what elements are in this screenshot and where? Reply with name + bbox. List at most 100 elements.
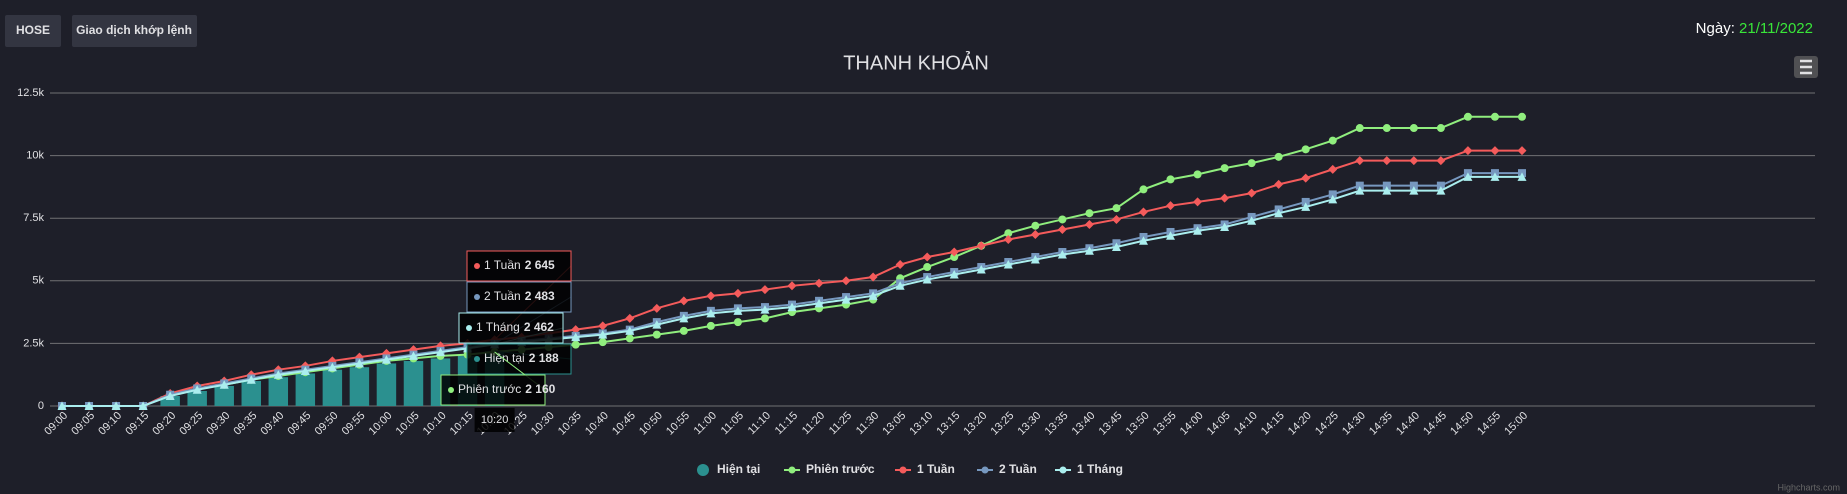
marker: [571, 325, 581, 335]
chart-title: THANH KHOẢN: [843, 51, 989, 74]
legend-symbol: [899, 466, 907, 474]
button-label[interactable]: HOSE: [16, 23, 50, 37]
x-tick-label: 13:25: [989, 410, 1017, 438]
marker: [598, 321, 608, 331]
x-tick-label: 09:10: [96, 410, 124, 438]
bar: [214, 385, 234, 406]
x-tick-label: 10:50: [637, 410, 665, 438]
button[interactable]: [72, 15, 197, 47]
legend-item[interactable]: 2 Tuần: [977, 462, 1037, 476]
x-tick-label: 09:15: [123, 410, 151, 438]
marker: [246, 375, 256, 384]
marker: [1409, 156, 1419, 166]
tooltip-dot: [474, 294, 480, 300]
marker: [1355, 156, 1365, 166]
marker: [760, 305, 770, 314]
x-tick-label: 13:40: [1070, 410, 1098, 438]
x-tick-label: 11:10: [746, 410, 773, 437]
tooltip-dot: [448, 387, 454, 393]
marker: [814, 278, 824, 288]
marker: [381, 355, 391, 364]
x-tick-label: 10:30: [529, 410, 557, 438]
marker: [1301, 145, 1310, 154]
legend-label: 2 Tuần: [999, 462, 1037, 476]
legend-label: Phiên trước: [806, 462, 875, 476]
tooltip-box: [466, 250, 572, 282]
bar: [403, 360, 424, 406]
marker: [1004, 229, 1013, 238]
tooltip-value: 2 160: [525, 382, 555, 396]
x-tick-label: 09:00: [42, 410, 70, 438]
marker: [706, 308, 716, 318]
legend-label: Hiện tại: [717, 462, 760, 476]
marker: [1166, 231, 1176, 240]
marker: [625, 334, 634, 343]
marker: [1382, 186, 1392, 195]
marker: [976, 241, 986, 251]
x-tick-label: 13:50: [1124, 410, 1152, 438]
credit: Highcharts.com: [1777, 482, 1840, 492]
button[interactable]: [5, 15, 61, 47]
x-tick-label: 14:10: [1232, 410, 1260, 438]
marker: [787, 281, 797, 291]
marker: [1463, 112, 1472, 121]
button-label[interactable]: Giao dịch khớp lệnh: [76, 23, 192, 37]
tooltip-x-box: [474, 408, 515, 432]
tooltip-value: 2 483: [525, 289, 555, 303]
marker: [1085, 209, 1094, 218]
x-tick-label: 14:35: [1367, 410, 1395, 438]
x-tick-label: 11:30: [854, 410, 881, 437]
marker: [1274, 179, 1284, 189]
marker: [1301, 197, 1310, 206]
x-tick-label: 09:45: [286, 410, 314, 438]
legend-item[interactable]: 1 Tuần: [895, 462, 955, 476]
marker: [1409, 124, 1418, 133]
legend-item[interactable]: 1 Tháng: [1055, 462, 1123, 476]
marker: [733, 288, 743, 298]
marker: [652, 330, 661, 339]
marker: [1112, 204, 1121, 213]
marker: [1247, 188, 1257, 198]
tooltip-box: [458, 312, 564, 344]
marker: [1301, 202, 1311, 211]
marker: [1436, 156, 1446, 166]
x-tick-label: 13:30: [1016, 410, 1044, 438]
marker: [1274, 208, 1284, 218]
marker: [1220, 193, 1230, 203]
date-label: Ngày:: [1696, 20, 1735, 37]
bar: [322, 369, 343, 406]
marker: [1328, 190, 1337, 199]
legend-item[interactable]: Hiện tại: [697, 462, 760, 476]
x-tick-label: 09:05: [69, 410, 97, 438]
marker: [814, 298, 824, 308]
marker: [841, 276, 851, 286]
marker: [1003, 260, 1013, 269]
tooltip-box: [440, 374, 546, 406]
marker: [1084, 246, 1094, 255]
legend-symbol: [697, 464, 709, 476]
menu-button[interactable]: [1794, 56, 1818, 78]
x-tick-label: 11:15: [773, 410, 800, 437]
legend-item[interactable]: Phiên trước: [784, 462, 875, 476]
marker: [1138, 236, 1148, 245]
marker: [949, 270, 959, 279]
marker: [1030, 255, 1040, 264]
marker: [1139, 185, 1148, 194]
marker: [1382, 156, 1392, 166]
marker: [679, 313, 689, 323]
marker: [598, 338, 607, 347]
x-tick-label: 11:05: [719, 410, 746, 437]
marker: [1355, 124, 1364, 133]
marker: [111, 401, 121, 410]
x-tick-label: 09:20: [150, 410, 178, 438]
marker: [760, 314, 769, 323]
x-tick-label: 14:25: [1313, 410, 1341, 438]
marker: [1057, 224, 1067, 234]
marker: [1111, 242, 1121, 251]
marker: [1031, 221, 1040, 230]
marker: [787, 302, 797, 312]
legend-symbol: [1059, 466, 1067, 474]
marker: [408, 351, 418, 360]
x-tick-label: 09:30: [204, 410, 232, 438]
x-tick-label: 13:10: [907, 410, 935, 438]
